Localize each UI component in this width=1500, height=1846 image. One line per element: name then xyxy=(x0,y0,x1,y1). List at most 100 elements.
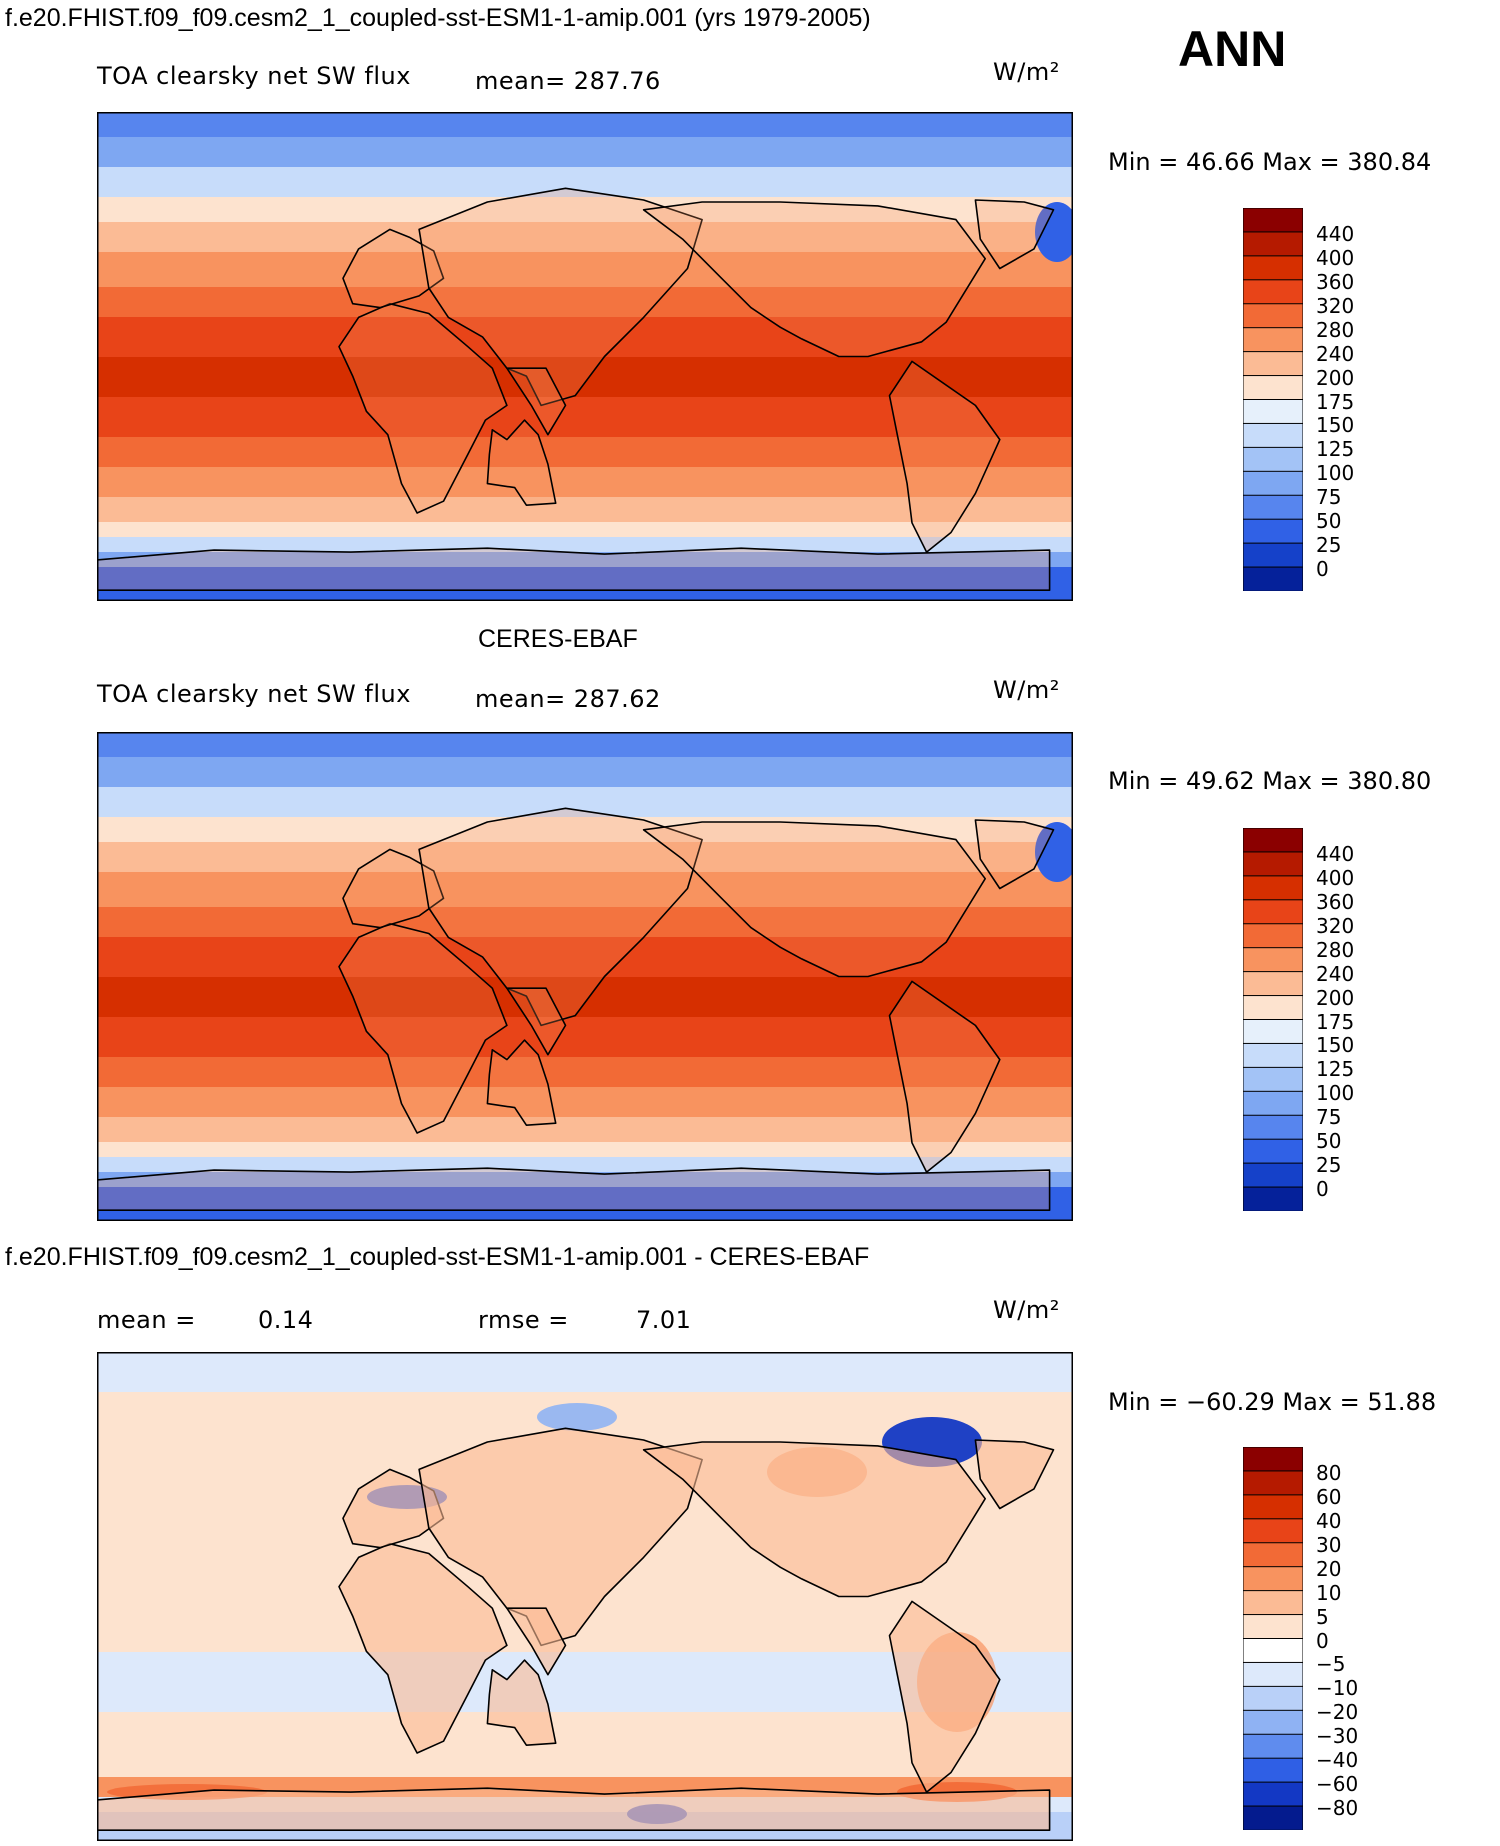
coastline xyxy=(418,1427,703,1647)
colorbar-swatch xyxy=(1243,1162,1303,1188)
map-band xyxy=(97,937,1073,978)
panel-1-units: W/m² xyxy=(993,58,1060,86)
colorbar-swatch xyxy=(1243,1733,1303,1759)
colorbar-swatch xyxy=(1243,422,1303,449)
coastline xyxy=(486,1039,557,1127)
panel-2-variable: TOA clearsky net SW flux xyxy=(97,680,411,708)
map-band xyxy=(97,1057,1073,1088)
colorbar-swatch xyxy=(1243,542,1303,568)
map-band xyxy=(97,787,1073,818)
colorbar-swatch xyxy=(1243,1661,1303,1688)
colorbar-tick-label: 200 xyxy=(1316,365,1355,390)
coastline xyxy=(418,187,703,407)
colorbar-tick-label: 20 xyxy=(1316,1556,1342,1581)
map-band xyxy=(97,137,1073,168)
colorbar-swatch xyxy=(1243,208,1303,233)
panel-1-title: f.e20.FHIST.f09_f09.cesm2_1_coupled-sst-… xyxy=(5,4,871,32)
map-band xyxy=(97,872,1073,908)
colorbar-swatch xyxy=(1243,1019,1303,1045)
colorbar-swatch xyxy=(1243,1542,1303,1568)
colorbar-swatch xyxy=(1243,1042,1303,1069)
colorbar-tick-label: 320 xyxy=(1316,293,1355,318)
panel-1-mean: mean= 287.76 xyxy=(475,67,661,95)
coastline xyxy=(642,821,987,978)
colorbar-tick-label: −20 xyxy=(1316,1700,1359,1725)
colorbar-tick-label: 25 xyxy=(1316,1153,1342,1178)
season-label: ANN xyxy=(1178,21,1287,77)
colorbar-tick-label: 175 xyxy=(1316,389,1355,414)
coastline xyxy=(342,848,445,929)
coastline xyxy=(974,819,1055,890)
colorbar-swatch xyxy=(1243,851,1303,877)
panel-3-rmse-value: 7.01 xyxy=(636,1306,692,1334)
colorbar-swatch xyxy=(1243,255,1303,281)
colorbar-swatch xyxy=(1243,1090,1303,1117)
colorbar-tick-label: 100 xyxy=(1316,1081,1355,1106)
colorbar-tick-label: 30 xyxy=(1316,1532,1342,1557)
map-band xyxy=(97,1187,1073,1221)
coastline xyxy=(486,1659,557,1747)
colorbar-swatch xyxy=(1243,1590,1303,1616)
panel-2-colorbar-labels: 440 400 360 320 280 240 200 175 150 125 100 75 50 25 0 xyxy=(1316,828,1396,1211)
colorbar-tick-label: 440 xyxy=(1316,221,1355,246)
panel-1-map xyxy=(97,112,1073,601)
map-band xyxy=(97,167,1073,198)
colorbar-tick-label: −5 xyxy=(1316,1652,1346,1677)
colorbar-swatch xyxy=(1243,947,1303,973)
map-band xyxy=(97,817,1073,843)
colorbar-swatch xyxy=(1243,828,1303,853)
colorbar-swatch xyxy=(1243,899,1303,925)
coastline xyxy=(342,228,445,309)
colorbar-swatch xyxy=(1243,1494,1303,1520)
map-anomaly-patch xyxy=(1035,822,1073,882)
colorbar-swatch xyxy=(1243,1470,1303,1496)
coastline xyxy=(642,201,987,358)
colorbar-tick-label: 60 xyxy=(1316,1484,1342,1509)
colorbar-swatch xyxy=(1243,1518,1303,1544)
colorbar-swatch xyxy=(1243,1566,1303,1592)
map-band xyxy=(97,1087,1073,1118)
colorbar-swatch xyxy=(1243,1805,1303,1830)
colorbar-tick-label: 360 xyxy=(1316,889,1355,914)
map-band xyxy=(97,522,1073,538)
panel-3-minmax: Min = −60.29 Max = 51.88 xyxy=(1108,1388,1437,1416)
panel-2-units: W/m² xyxy=(993,676,1060,704)
map-frame xyxy=(97,112,1073,601)
map-band xyxy=(97,1157,1073,1173)
colorbar-tick-label: 175 xyxy=(1316,1009,1355,1034)
map-band xyxy=(97,1172,1073,1188)
colorbar-swatch xyxy=(1243,303,1303,329)
coastline xyxy=(974,199,1055,270)
map-band xyxy=(97,567,1073,601)
colorbar-tick-label: −80 xyxy=(1316,1796,1359,1821)
coastline xyxy=(97,1167,1051,1212)
colorbar-tick-label: −60 xyxy=(1316,1772,1359,1797)
coastline xyxy=(338,1542,508,1754)
map-band xyxy=(97,1017,1073,1058)
colorbar-swatch xyxy=(1243,1709,1303,1736)
colorbar-tick-label: 0 xyxy=(1316,1628,1329,1653)
coastline xyxy=(418,807,703,1027)
colorbar-swatch xyxy=(1243,995,1303,1021)
panel-1-minmax: Min = 46.66 Max = 380.84 xyxy=(1108,148,1432,176)
coastline xyxy=(974,1439,1055,1510)
colorbar-tick-label: 75 xyxy=(1316,485,1342,510)
colorbar-tick-label: 400 xyxy=(1316,865,1355,890)
coastline xyxy=(97,547,1051,592)
panel-1-colorbar xyxy=(1243,208,1303,591)
panel-3-rmse-label: rmse = xyxy=(478,1306,569,1334)
colorbar-swatch xyxy=(1243,1685,1303,1712)
coastline xyxy=(97,1787,1051,1832)
colorbar-swatch xyxy=(1243,1114,1303,1140)
map-band xyxy=(97,112,1073,138)
map-band xyxy=(97,252,1073,288)
coastline xyxy=(506,987,567,1056)
coastline xyxy=(338,302,508,514)
colorbar-tick-label: 10 xyxy=(1316,1580,1342,1605)
map-band xyxy=(97,907,1073,938)
colorbar-tick-label: 240 xyxy=(1316,961,1355,986)
coastline xyxy=(338,922,508,1134)
colorbar-tick-label: 360 xyxy=(1316,269,1355,294)
map-band xyxy=(97,197,1073,223)
colorbar-tick-label: 280 xyxy=(1316,937,1355,962)
